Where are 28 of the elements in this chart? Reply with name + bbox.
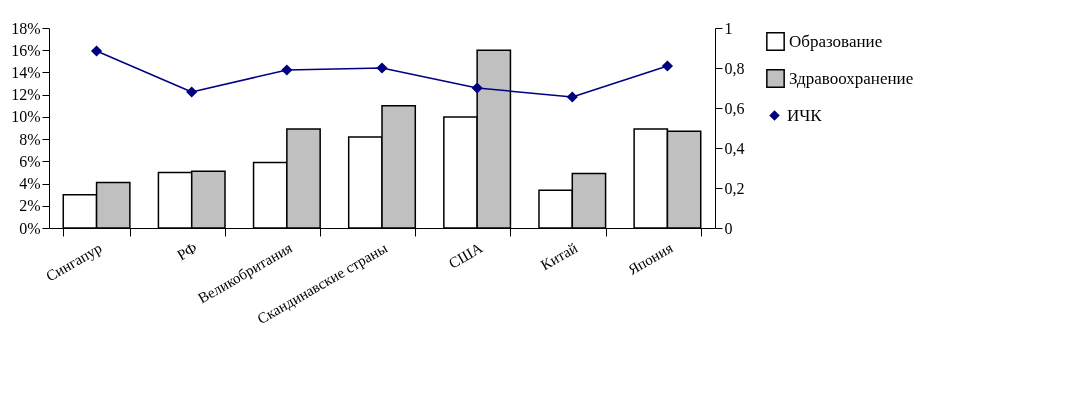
y-tick-label: 0% xyxy=(19,219,41,237)
legend-label: ИЧК xyxy=(787,105,823,125)
point xyxy=(567,91,578,103)
point xyxy=(662,60,673,72)
y2-tick-label: 0,6 xyxy=(724,99,745,117)
point xyxy=(471,82,483,94)
y2-tick-label: 0,4 xyxy=(724,139,745,157)
y-tick-label: 8% xyxy=(19,130,41,148)
y-tick-label: 2% xyxy=(19,197,41,215)
y2-tick-label: 0 xyxy=(724,219,733,237)
point xyxy=(91,45,102,57)
y2-tick-label: 0,2 xyxy=(724,179,745,197)
x-tick-label: РФ xyxy=(174,239,200,264)
y-tick-label: 10% xyxy=(11,108,41,126)
y2-tick-label: 0,8 xyxy=(724,59,745,77)
x-tick-label: США xyxy=(445,239,486,272)
y2-tick-label: 1 xyxy=(724,19,733,37)
legend-label: Образование xyxy=(789,31,883,51)
y-tick-label: 4% xyxy=(19,175,41,193)
y-tick-label: 18% xyxy=(11,19,41,37)
y-tick-label: 14% xyxy=(11,63,41,81)
y-tick-label: 6% xyxy=(19,152,41,170)
point xyxy=(281,64,293,76)
y-tick-label: 16% xyxy=(11,41,41,59)
legend-label: Здравоохранение xyxy=(789,68,914,88)
point xyxy=(186,86,197,98)
y-tick-label: 12% xyxy=(11,86,41,104)
point xyxy=(376,62,388,74)
